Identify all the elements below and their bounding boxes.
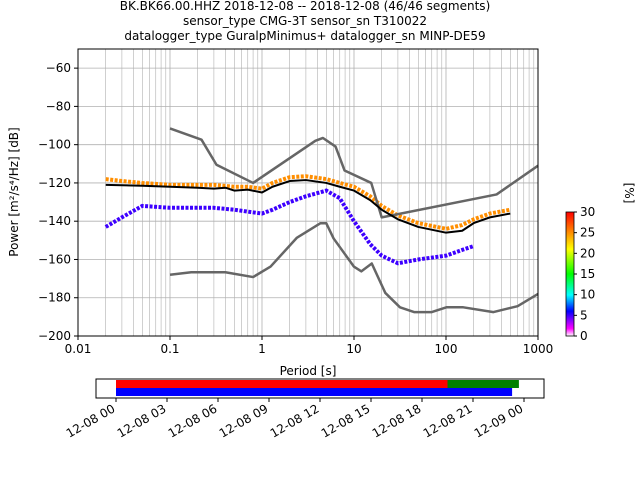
plot-area: 0.01 0.1 1 10 100 1000 −200 −180 −160 −140 −120 −1… [38,48,554,356]
colorbar-tick-label: 15 [580,267,595,281]
x-tick-label: 0.01 [65,342,92,356]
x-tick-label: 1 [258,342,266,356]
timeline-tick-label: 12-08 06 [166,401,220,440]
timeline-tick-label: 12-09 00 [472,401,526,440]
timeline-tick-label: 12-08 12 [268,401,322,440]
x-tick-label: 100 [435,342,458,356]
title-line-3: datalogger_type GuralpMinimus+ datalogge… [124,29,485,43]
timeline-tick-label: 12-08 00 [64,401,118,440]
y-tick-label: −100 [38,138,71,152]
series-line-nlnm [169,222,539,314]
colorbar: 0 5 10 15 20 25 30 [%] [565,183,636,343]
x-ticks: 0.01 0.1 1 10 100 1000 [65,336,554,356]
colorbar-tick-label: 30 [580,205,595,219]
y-tick-label: −180 [38,291,71,305]
colorbar-ticks: 0 5 10 15 20 25 30 [574,205,595,343]
density-band-lower [104,188,475,266]
colorbar-tick-label: 0 [580,329,588,343]
timeline-tick-label: 12-08 03 [115,401,169,440]
timeline-segment [447,380,519,388]
colorbar-tick-label: 20 [580,246,595,260]
series-line-mode [105,179,511,234]
y-ticks: −200 −180 −160 −140 −120 −100 −80 −60 [38,61,78,343]
density-bands [104,174,511,266]
chart-title: BK.BK66.00.HHZ 2018-12-08 -- 2018-12-08 … [120,0,491,43]
series-lines [105,127,539,314]
y-tick-label: −60 [46,61,71,75]
y-tick-label: −80 [46,99,71,113]
title-line-1: BK.BK66.00.HHZ 2018-12-08 -- 2018-12-08 … [120,0,491,13]
colorbar-gradient [565,211,575,337]
plot-frame [77,48,539,337]
y-tick-label: −140 [38,214,71,228]
colorbar-tick-label: 25 [580,226,595,240]
x-axis-label: Period [s] [280,364,337,378]
colorbar-label: [%] [622,183,636,204]
title-line-2: sensor_type CMG-3T sensor_sn T310022 [183,14,427,28]
plot-background [78,49,538,336]
timeline-segment [116,388,513,396]
colorbar-tick-label: 10 [580,288,595,302]
y-tick-label: −200 [38,329,71,343]
x-tick-label: 10 [346,342,361,356]
timeline-segment [116,380,448,388]
timeline-tick-label: 12-08 18 [370,401,424,440]
series-line-nhnm [169,127,539,219]
y-axis-label: Power [m²/s⁴/Hz] [dB] [7,127,21,256]
timeline-tick-label: 12-08 21 [421,401,475,440]
timeline-bars [116,380,519,396]
y-tick-label: −160 [38,252,71,266]
timeline-tick-label: 12-08 09 [217,401,271,440]
y-tick-label: −120 [38,176,71,190]
colorbar-tick-label: 5 [580,308,588,322]
density-band-upper [105,174,511,231]
x-tick-label: 0.1 [160,342,179,356]
timeline-tick-label: 12-08 15 [319,401,373,440]
x-tick-label: 1000 [523,342,554,356]
